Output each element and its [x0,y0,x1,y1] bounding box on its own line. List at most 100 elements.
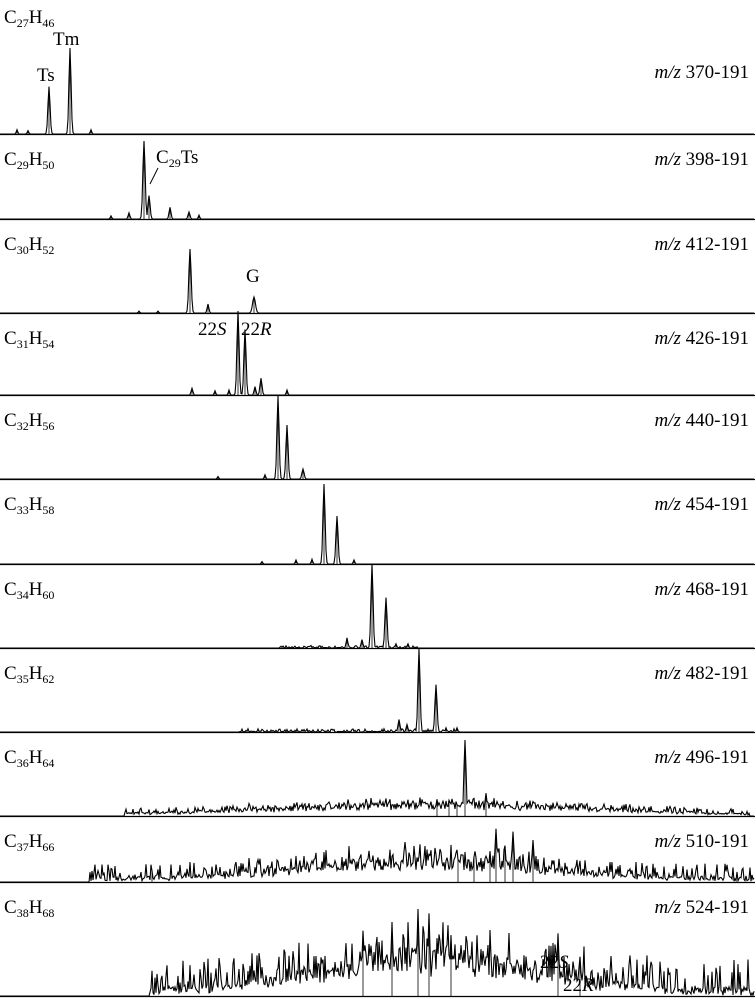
mz-prefix: m/z [654,897,681,918]
annotation-suffix: Ts [180,147,199,168]
peak-annotation-r22b: 22R [563,976,594,995]
trace-line [0,310,754,396]
trace-line [0,47,754,135]
trace-line [0,739,754,817]
chromatogram-svg [0,648,755,734]
formula-h: H [28,831,43,852]
formula-label: C37H66 [4,832,54,853]
mz-prefix: m/z [654,62,681,83]
chromatogram-panel: C29H50 m/z 398-191 C29Ts [0,134,755,223]
chromatogram-svg [0,563,755,650]
chromatogram-panel: C36H64 m/z 496-191 [0,732,755,820]
formula-c: C [4,149,17,170]
mz-prefix: m/z [654,831,681,852]
formula-c: C [4,7,17,28]
chromatogram-svg [0,828,755,884]
mz-prefix: m/z [654,149,681,170]
formula-c-count: 38 [16,906,29,920]
formula-h-count: 54 [42,337,55,351]
formula-h-count: 64 [42,756,55,770]
formula-h-count: 52 [42,243,55,257]
chromatogram-panel: C33H58 m/z 454-191 [0,479,755,568]
peak-annotation-r22: 22R [241,320,272,339]
formula-label: C31H54 [4,329,54,350]
formula-h: H [28,747,43,768]
peak-annotation-s22b: 22S [540,953,569,972]
annotation-italic: R [582,975,594,996]
peak-annotation-c29ts: C29Ts [156,148,198,169]
annotation-subscript: 29 [168,156,181,170]
trace-line [0,140,754,220]
mz-prefix: m/z [654,410,681,431]
annotation-text: Ts [37,65,55,86]
trace-line [0,648,754,734]
trace-line [0,483,754,565]
formula-label: C34H60 [4,580,54,601]
chromatogram-svg [0,908,755,998]
formula-c: C [4,234,17,255]
chromatogram-panel: C34H60 m/z 468-191 [0,563,755,652]
annotation-text: 22 [241,319,260,340]
mz-range: 412-191 [680,234,749,255]
formula-c: C [4,410,17,431]
chromatogram-svg [0,140,755,221]
trace-line [0,563,754,650]
peak-annotation-tm: Tm [53,30,79,49]
mz-label: m/z 370-191 [655,63,749,82]
chromatogram-panel: C35H62 m/z 482-191 [0,648,755,736]
formula-c-count: 34 [16,588,29,602]
mz-label: m/z 440-191 [655,411,749,430]
formula-h-count: 58 [42,503,55,517]
mz-label: m/z 468-191 [655,580,749,599]
formula-c-count: 27 [16,16,29,30]
formula-c: C [4,579,17,600]
formula-c-count: 35 [16,672,29,686]
mz-prefix: m/z [654,234,681,255]
formula-h: H [28,410,43,431]
trace-line [0,248,754,314]
mz-label: m/z 412-191 [655,235,749,254]
chromatogram-panel: C27H46 m/z 370-191 Ts Tm [0,0,755,138]
mz-label: m/z 524-191 [655,898,749,917]
annotation-text: 22 [198,319,217,340]
mz-prefix: m/z [654,579,681,600]
annotation-text: G [246,266,260,287]
formula-c-count: 30 [16,243,29,257]
formula-h-count: 62 [42,672,55,686]
mz-label: m/z 482-191 [655,664,749,683]
mz-prefix: m/z [654,328,681,349]
mz-prefix: m/z [654,663,681,684]
mz-range: 426-191 [680,328,749,349]
formula-c: C [4,747,17,768]
mz-label: m/z 454-191 [655,495,749,514]
formula-h: H [28,494,43,515]
chromatogram-panel: C38H68 m/z 524-191 22S 22R [0,882,755,1000]
formula-c-count: 31 [16,337,29,351]
formula-label: C29H50 [4,150,54,171]
formula-c: C [4,663,17,684]
trace-line [0,828,755,883]
annotation-text: Tm [53,29,80,50]
trace-line [0,908,755,997]
formula-h-count: 50 [42,158,55,172]
formula-h-count: 68 [42,906,55,920]
mz-range: 468-191 [680,579,749,600]
formula-h: H [28,328,43,349]
chromatogram-panel: C31H54 m/z 426-191 22S 22R [0,310,755,399]
mz-label: m/z 398-191 [655,150,749,169]
mz-range: 454-191 [680,494,749,515]
formula-h: H [28,579,43,600]
formula-h-count: 46 [42,16,55,30]
formula-c: C [4,831,17,852]
formula-h-count: 66 [42,840,55,854]
annotation-text: 22 [540,952,559,973]
chromatogram-panel: C32H56 m/z 440-191 [0,395,755,483]
formula-label: C33H58 [4,495,54,516]
chromatogram-svg [0,739,755,818]
chromatogram-panel: C30H52 m/z 412-191 G [0,219,755,317]
mz-prefix: m/z [654,747,681,768]
mz-range: 510-191 [680,831,749,852]
mz-range: 524-191 [680,897,749,918]
chromatogram-svg [0,47,755,136]
formula-h: H [28,7,43,28]
